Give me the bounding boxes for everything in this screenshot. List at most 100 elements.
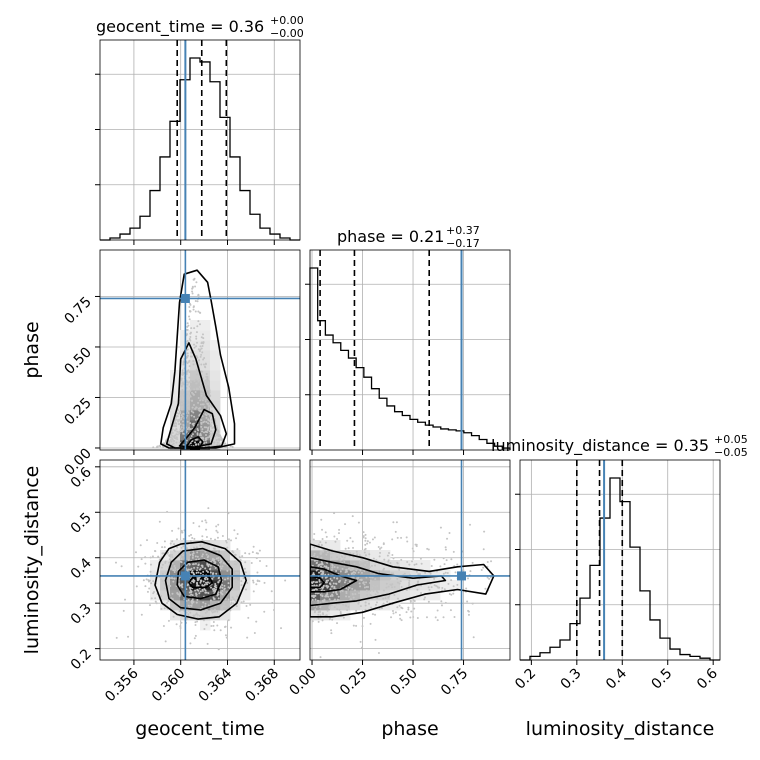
sample-point [150,582,153,585]
sample-point [332,591,335,594]
sample-point [199,345,202,348]
density-cell [190,370,201,381]
sample-point [211,432,214,435]
sample-point [223,605,226,608]
panel-geocent-time-vs-phase [100,250,300,450]
sample-point [203,441,206,444]
sample-point [209,567,212,570]
sample-point [188,315,191,318]
sample-point [166,579,169,582]
sample-point [204,366,207,369]
sample-point [194,621,197,624]
sample-point [241,555,244,558]
sample-point [258,580,261,583]
sample-point [338,557,341,560]
sample-point [127,635,130,638]
sample-point [196,341,199,344]
density-cell [240,580,251,591]
sample-point [193,579,196,582]
sample-point [198,350,201,353]
sample-point [122,609,125,612]
sample-point [197,429,200,432]
sample-point [173,565,176,568]
sample-point [169,439,172,442]
sample-point [211,573,214,576]
sample-point [173,422,176,425]
sample-point [201,589,204,592]
sample-point [178,610,181,613]
sample-point [369,581,372,584]
sample-point [370,564,373,567]
sample-point [331,593,334,596]
sample-point [148,604,151,607]
sample-point [170,430,173,433]
sample-point [201,605,204,608]
sample-point [391,609,394,612]
sample-point [398,604,401,607]
sample-point [452,550,455,553]
sample-point [171,555,174,558]
xlabel-luminosity-distance: luminosity_distance [526,718,715,740]
sample-point [213,608,216,611]
sample-point [319,593,322,596]
sample-point [239,559,242,562]
density-cell [200,600,211,611]
sample-point [186,322,189,325]
sample-point [237,585,240,588]
sample-point [201,565,204,568]
sample-point [353,589,356,592]
density-cell [190,560,201,571]
sample-point [209,430,212,433]
sample-point [372,590,375,593]
sample-point [198,525,201,528]
sample-point [359,640,362,643]
sample-point [341,589,344,592]
sample-point [227,512,230,515]
density-cell [200,360,211,371]
sample-point [195,382,198,385]
sample-point [246,581,249,584]
sample-point [333,576,336,579]
sample-point [193,278,196,281]
sample-point [437,586,440,589]
sample-point [202,337,205,340]
sample-point [181,583,184,586]
sample-point [215,557,218,560]
sample-point [360,578,363,581]
sample-point [199,348,202,351]
sample-point [416,588,419,591]
sample-point [179,430,182,433]
sample-point [186,414,189,417]
sample-point [181,399,184,402]
sample-point [146,539,149,542]
sample-point [190,434,193,437]
sample-point [367,602,370,605]
truth-marker [457,571,467,581]
sample-point [190,604,193,607]
sample-point [189,553,192,556]
sample-point [325,581,328,584]
sample-point [187,406,190,409]
sample-point [364,604,367,607]
density-cell [210,590,221,601]
sample-point [446,571,449,574]
sample-point [248,552,251,555]
sample-point [405,611,408,614]
sample-point [176,592,179,595]
sample-point [180,402,183,405]
sample-point [176,433,179,436]
sample-point [336,622,339,625]
sample-point [201,520,204,523]
sample-point [374,638,377,641]
sample-point [185,404,188,407]
sample-point [366,542,369,545]
sample-point [234,560,237,563]
sample-point [190,327,193,330]
sample-point [200,394,203,397]
sample-point [333,598,336,601]
sample-point [364,537,367,540]
sample-point [205,528,208,531]
sample-point [194,430,197,433]
sample-point [333,535,336,538]
sample-point [396,577,399,580]
